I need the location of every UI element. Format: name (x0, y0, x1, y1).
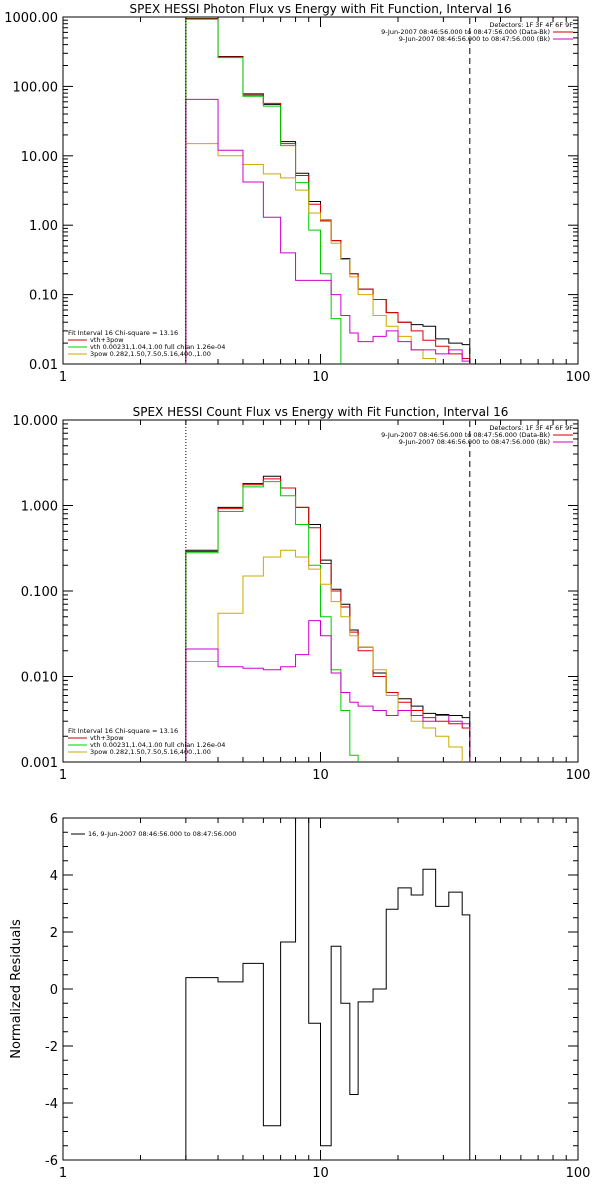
series-3pow (185, 549, 463, 762)
x-tick-label: 1 (59, 768, 67, 783)
legend-topright-entry: 9-Jun-2007 08:46:56.000 to 08:47:56.000 … (399, 35, 550, 43)
y-tick-label: 10.00 (21, 150, 58, 165)
y-tick-label: 10.000 (13, 414, 59, 429)
legend-bottomleft-entry: vth 0.00231,1.04,1.00 full chian 1.26e-0… (90, 343, 225, 351)
y-tick-label: 2 (50, 926, 58, 941)
chart-title: SPEX HESSI Photon Flux vs Energy with Fi… (130, 2, 512, 16)
y-tick-label: -2 (45, 1040, 58, 1055)
count-flux-panel: SPEX HESSI Count Flux vs Energy with Fit… (13, 405, 591, 783)
y-tick-label: 1.000 (21, 500, 58, 515)
y-tick-label: 0.100 (21, 585, 58, 600)
chart-title: SPEX HESSI Count Flux vs Energy with Fit… (133, 405, 509, 419)
y-tick-label: 0.001 (21, 756, 58, 771)
y-tick-label: 0 (50, 983, 58, 998)
legend-topright-entry: 9-Jun-2007 08:46:56.000 to 08:47:56.000 … (381, 28, 550, 36)
x-tick-label: 1 (59, 1166, 67, 1181)
series-vth (185, 481, 359, 762)
y-axis-label: Normalized Residuals (9, 919, 24, 1059)
x-tick-label: 100 (566, 1166, 591, 1181)
series-vth-3pow (185, 18, 471, 364)
photon-flux-panel: SPEX HESSI Photon Flux vs Energy with Fi… (4, 2, 590, 385)
y-tick-label: 0.10 (29, 289, 58, 304)
x-tick-label: 1 (59, 370, 67, 385)
y-tick-label: -6 (45, 1154, 58, 1169)
legend-bottomleft-entry: 3pow 0.282,1.50,7.50,5.16,400.,1.00 (90, 350, 211, 358)
y-tick-label: 6 (50, 812, 58, 827)
series-vth-3pow (185, 478, 471, 762)
legend-bottomleft-entry: Fit Interval 16 Chi-square = 13.16 (68, 727, 178, 735)
data-layer (185, 18, 471, 364)
legend-topright-entry: 9-Jun-2007 08:46:56.000 to 08:47:56.000 … (381, 431, 550, 439)
legend-bottomleft-entry: 3pow 0.282,1.50,7.50,5.16,400.,1.00 (90, 748, 211, 756)
y-tick-label: 1.00 (29, 219, 58, 234)
data-layer (185, 475, 471, 762)
y-tick-label: 100.00 (13, 80, 59, 95)
legend-topright-entry: Detectors: 1F 3F 4F 6F 9F (489, 424, 573, 432)
legend-bottomleft-entry: vth+3pow (90, 734, 124, 742)
y-tick-label: 0.01 (29, 358, 58, 373)
legend-topleft-entry: 16, 9-Jun-2007 08:46:56.000 to 08:47:56.… (88, 830, 236, 838)
y-tick-label: 4 (50, 869, 58, 884)
legend-bottomleft-entry: Fit Interval 16 Chi-square = 13.16 (68, 329, 178, 337)
series-data-bk (185, 18, 471, 364)
series-bk (185, 620, 471, 762)
x-tick-label: 10 (312, 370, 329, 385)
x-tick-label: 10 (312, 768, 329, 783)
legend-topright-entry: 9-Jun-2007 08:46:56.000 to 08:47:56.000 … (399, 438, 550, 446)
legend-topright-entry: Detectors: 1F 3F 4F 6F 9F (489, 21, 573, 29)
series-16 (185, 818, 471, 1160)
series-vth (185, 18, 342, 364)
x-tick-label: 10 (312, 1166, 329, 1181)
data-layer (185, 818, 471, 1160)
y-tick-label: -4 (45, 1097, 58, 1112)
legend-bottomleft-entry: vth+3pow (90, 336, 124, 344)
y-tick-label: 0.010 (21, 671, 58, 686)
x-tick-label: 100 (566, 370, 591, 385)
x-tick-label: 100 (566, 768, 591, 783)
y-tick-label: 1000.00 (4, 11, 58, 26)
legend-bottomleft-entry: vth 0.00231,1.04,1.00 full chian 1.26e-0… (90, 741, 225, 749)
series-data-bk (185, 475, 471, 762)
series-bk (185, 98, 471, 364)
plot-frame (62, 16, 579, 365)
residuals-panel: 1 10 100 -6 -4 -2 0 2 4 6 Normalized Residuals 16, … (9, 812, 591, 1181)
